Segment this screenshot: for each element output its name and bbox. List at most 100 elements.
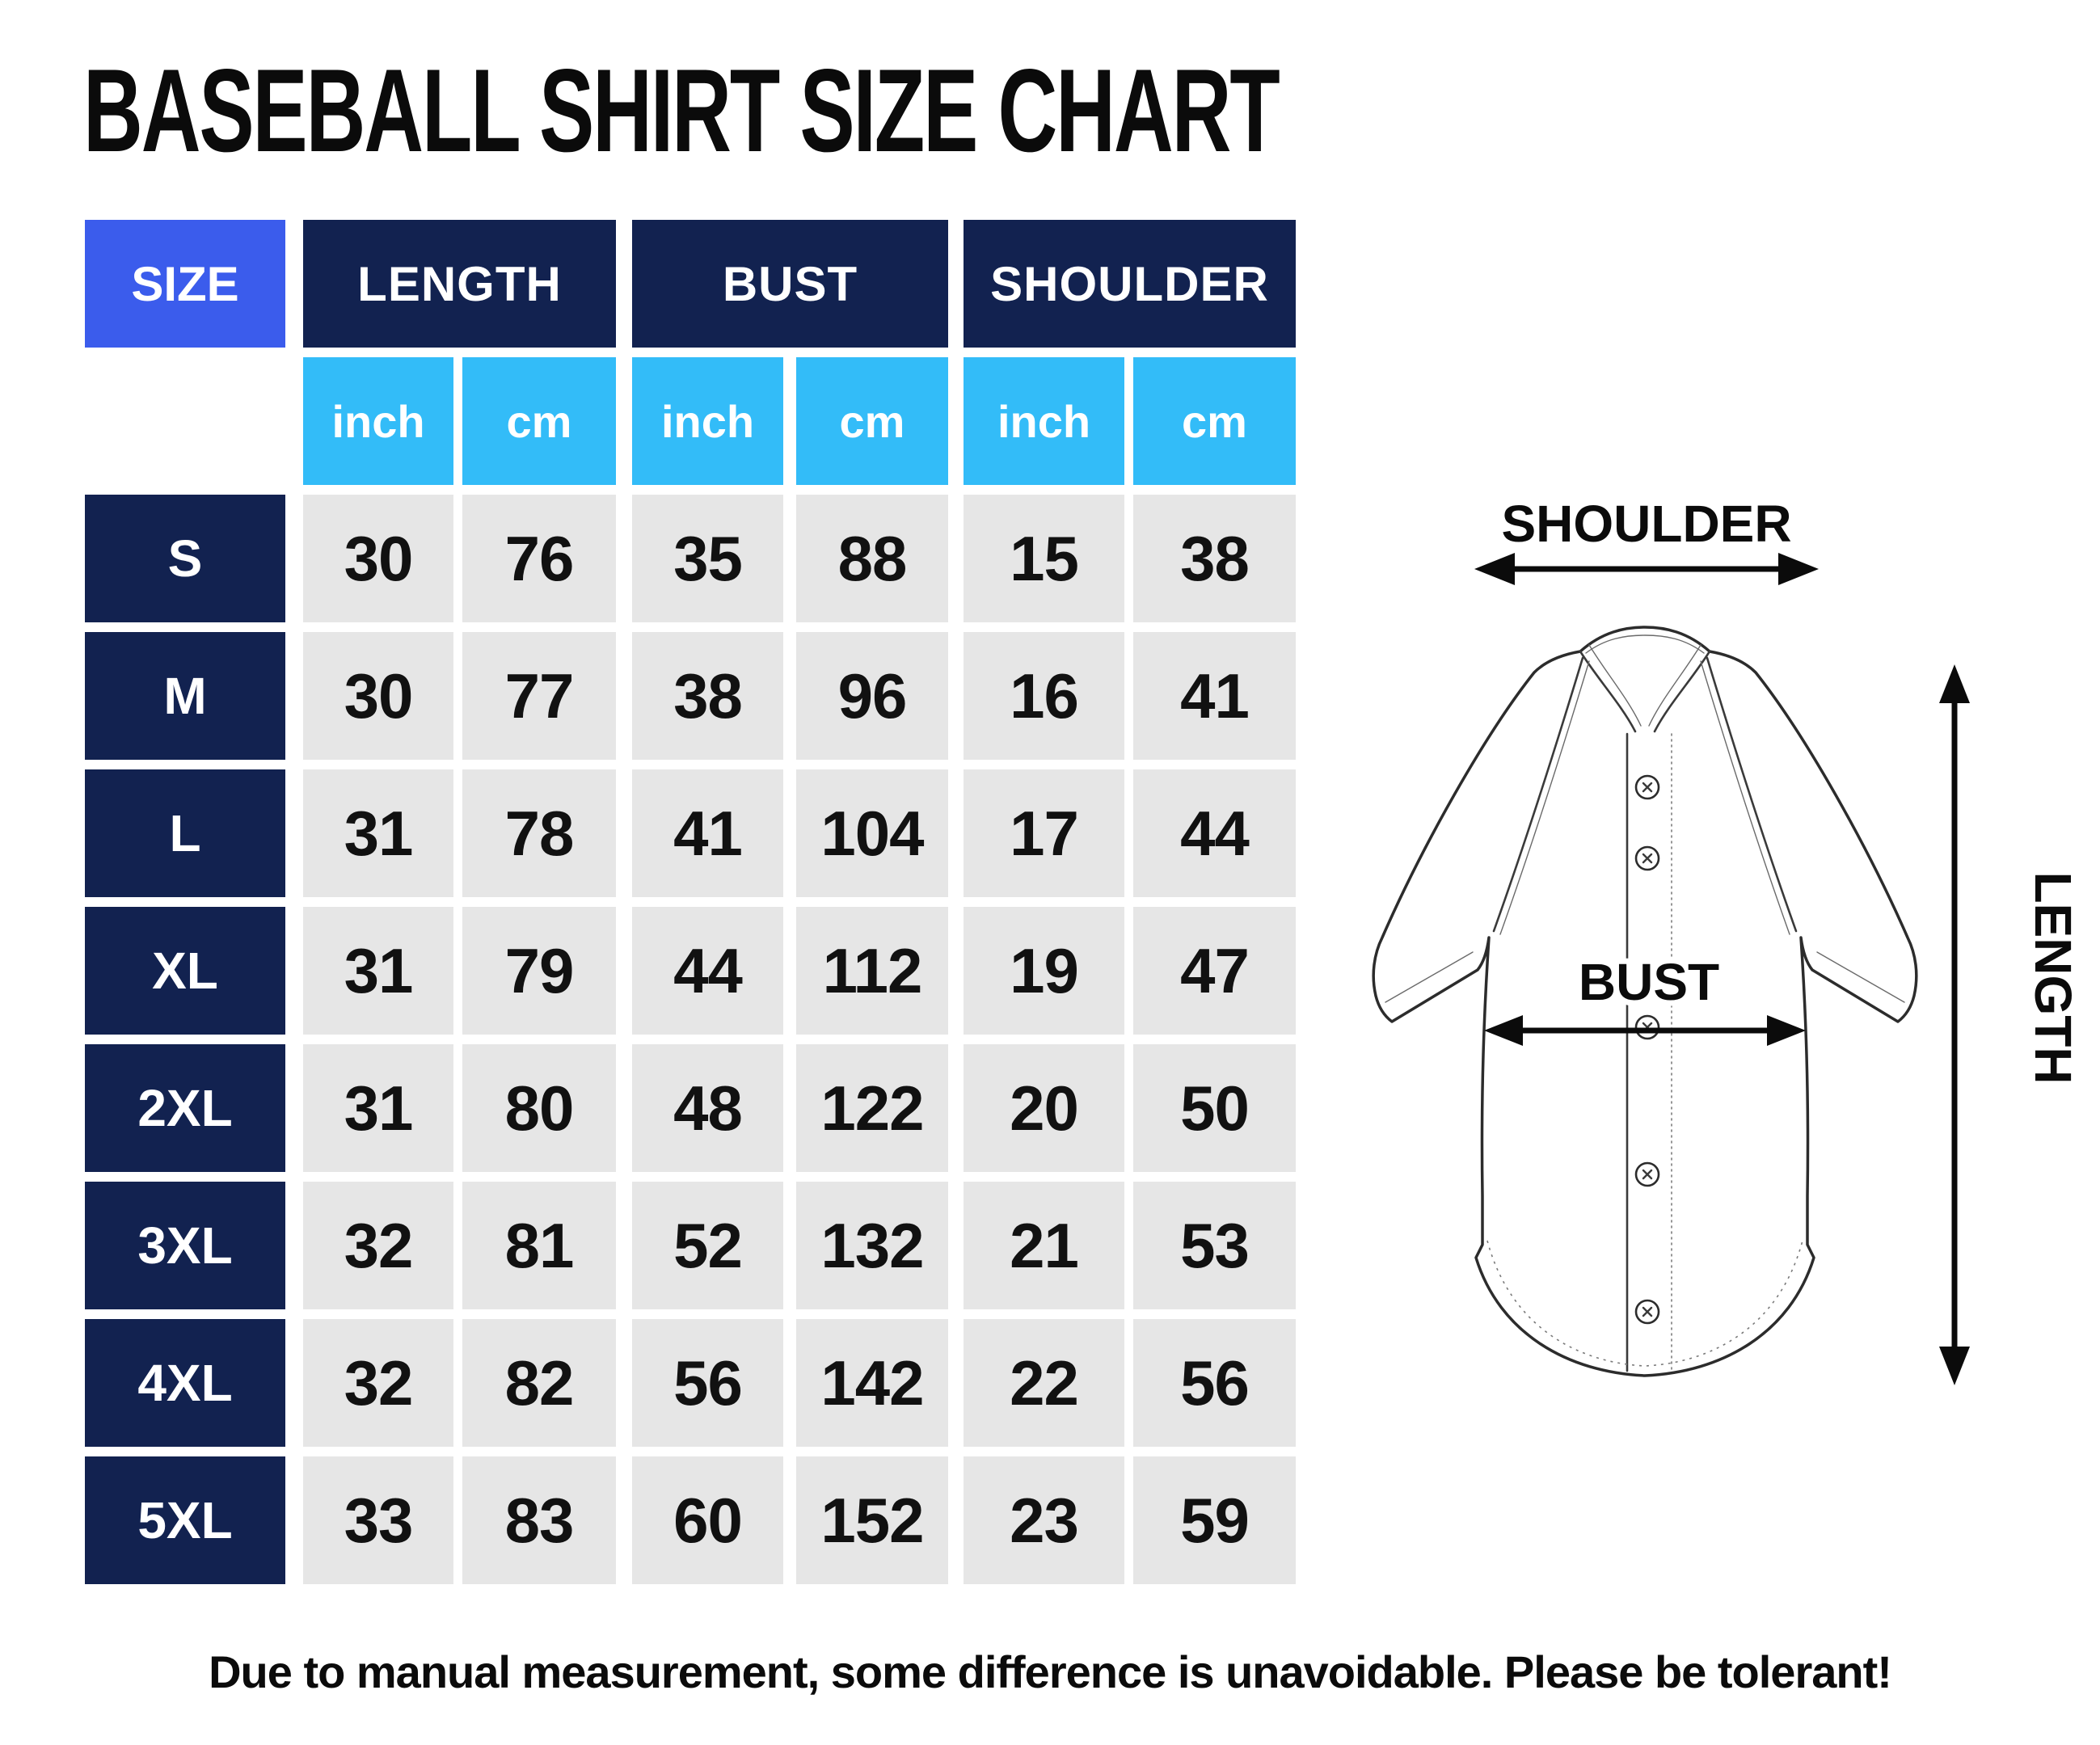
data-cell: 31: [303, 769, 453, 897]
unit-header-cell: cm: [1133, 357, 1296, 485]
group-header-bust: BUST: [632, 220, 948, 348]
data-cell: 48: [632, 1044, 783, 1172]
jersey-outline: [1372, 626, 1918, 1377]
size-label-cell: S: [85, 495, 285, 622]
table-unit-row: inch cm inch cm inch cm: [85, 357, 1296, 485]
button-icon: [1634, 774, 1660, 800]
table-header-row: SIZE LENGTH BUST SHOULDER: [85, 220, 1296, 348]
data-cell: 96: [796, 632, 948, 760]
raglan-seam-left: [1492, 656, 1584, 933]
unit-row-spacer: [85, 357, 285, 485]
data-cell: 78: [462, 769, 616, 897]
corner-header-size: SIZE: [85, 220, 285, 348]
table-row: M 30 77 38 96 16 41: [85, 632, 1296, 760]
collar-band-left-stitch: [1588, 644, 1642, 727]
data-cell: 44: [1133, 769, 1296, 897]
collar-band-right: [1653, 650, 1711, 733]
table-row: 4XL 32 82 56 142 22 56: [85, 1319, 1296, 1447]
data-cell: 38: [1133, 495, 1296, 622]
data-cell: 50: [1133, 1044, 1296, 1172]
bust-label: BUST: [1579, 953, 1719, 1011]
unit-header-cell: inch: [964, 357, 1124, 485]
size-label-cell: M: [85, 632, 285, 760]
collar-band-right-stitch: [1648, 644, 1702, 727]
data-cell: 82: [462, 1319, 616, 1447]
data-cell: 23: [964, 1456, 1124, 1584]
button-icon: [1634, 1161, 1660, 1187]
data-cell: 22: [964, 1319, 1124, 1447]
unit-header-cell: cm: [796, 357, 948, 485]
data-cell: 30: [303, 632, 453, 760]
shoulder-label: SHOULDER: [1501, 495, 1791, 553]
data-cell: 81: [462, 1182, 616, 1309]
data-cell: 31: [303, 907, 453, 1035]
data-cell: 17: [964, 769, 1124, 897]
cuff-band-left: [1385, 951, 1474, 1003]
size-label-cell: XL: [85, 907, 285, 1035]
data-cell: 59: [1133, 1456, 1296, 1584]
data-cell: 20: [964, 1044, 1124, 1172]
unit-header-cell: cm: [462, 357, 616, 485]
hem-stitch-line: [1486, 1240, 1803, 1367]
table-row: L 31 78 41 104 17 44: [85, 769, 1296, 897]
data-cell: 122: [796, 1044, 948, 1172]
shoulder-arrow: [1474, 553, 1819, 585]
bust-arrow: [1484, 1015, 1806, 1046]
data-cell: 53: [1133, 1182, 1296, 1309]
table-row: 2XL 31 80 48 122 20 50: [85, 1044, 1296, 1172]
data-cell: 31: [303, 1044, 453, 1172]
size-table: SIZE LENGTH BUST SHOULDER inch cm inch c…: [85, 220, 1296, 1594]
unit-header-cell: inch: [303, 357, 453, 485]
data-cell: 56: [632, 1319, 783, 1447]
data-cell: 77: [462, 632, 616, 760]
data-cell: 76: [462, 495, 616, 622]
data-cell: 88: [796, 495, 948, 622]
cuff-band-right: [1816, 951, 1905, 1003]
length-arrow: [1939, 664, 1970, 1385]
data-cell: 15: [964, 495, 1124, 622]
data-cell: 152: [796, 1456, 948, 1584]
data-cell: 52: [632, 1182, 783, 1309]
data-cell: 19: [964, 907, 1124, 1035]
data-cell: 16: [964, 632, 1124, 760]
unit-header-cell: inch: [632, 357, 783, 485]
data-cell: 79: [462, 907, 616, 1035]
button-icon: [1634, 1014, 1660, 1040]
data-cell: 41: [1133, 632, 1296, 760]
table-row: 3XL 32 81 52 132 21 53: [85, 1182, 1296, 1309]
data-cell: 33: [303, 1456, 453, 1584]
data-cell: 80: [462, 1044, 616, 1172]
size-label-cell: L: [85, 769, 285, 897]
jersey-diagram: SHOULDER BUST LENGTH: [1372, 495, 2082, 1385]
jersey-illustration: [1372, 626, 1918, 1377]
button-icon: [1634, 845, 1660, 871]
note-text: Due to manual measurement, some differen…: [209, 1646, 1892, 1697]
table-body: S 30 76 35 88 15 38 M 30 77 38 96 16 41 L 31 78 41 104 17 44…: [85, 495, 1296, 1584]
size-label-cell: 3XL: [85, 1182, 285, 1309]
table-row: 5XL 33 83 60 152 23 59: [85, 1456, 1296, 1584]
data-cell: 56: [1133, 1319, 1296, 1447]
data-cell: 142: [796, 1319, 948, 1447]
data-cell: 30: [303, 495, 453, 622]
data-cell: 38: [632, 632, 783, 760]
collar-band-left: [1579, 650, 1637, 733]
data-cell: 21: [964, 1182, 1124, 1309]
data-cell: 32: [303, 1319, 453, 1447]
size-label-cell: 5XL: [85, 1456, 285, 1584]
data-cell: 83: [462, 1456, 616, 1584]
table-row: S 30 76 35 88 15 38: [85, 495, 1296, 622]
data-cell: 41: [632, 769, 783, 897]
length-label: LENGTH: [2024, 871, 2082, 1084]
page-title: BASEBALL SHIRT SIZE CHART: [83, 44, 1280, 176]
data-cell: 44: [632, 907, 783, 1035]
data-cell: 104: [796, 769, 948, 897]
size-label-cell: 2XL: [85, 1044, 285, 1172]
size-label-cell: 4XL: [85, 1319, 285, 1447]
data-cell: 112: [796, 907, 948, 1035]
group-header-length: LENGTH: [303, 220, 616, 348]
data-cell: 32: [303, 1182, 453, 1309]
data-cell: 35: [632, 495, 783, 622]
data-cell: 60: [632, 1456, 783, 1584]
collar-inner-line: [1585, 634, 1705, 654]
raglan-seam-right: [1706, 656, 1798, 933]
